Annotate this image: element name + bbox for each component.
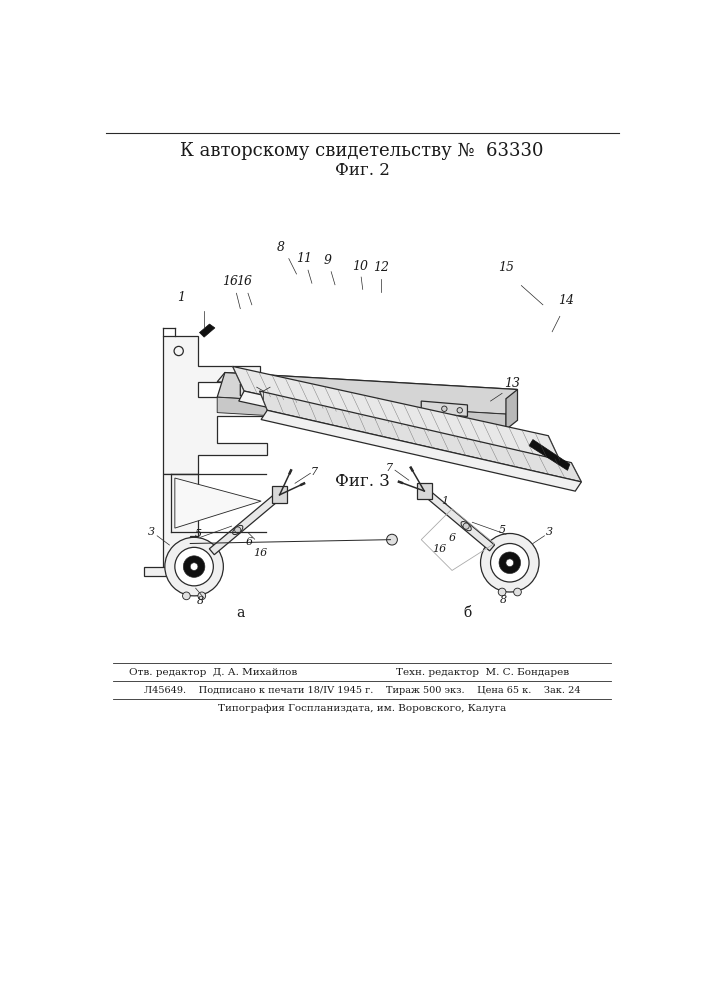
Text: Л45649.    Подписано к печати 18/IV 1945 г.    Тираж 500 экз.    Цена 65 к.    З: Л45649. Подписано к печати 18/IV 1945 г.… — [144, 686, 580, 695]
Polygon shape — [259, 391, 581, 482]
Polygon shape — [240, 384, 279, 397]
Circle shape — [272, 396, 278, 401]
Text: Отв. редактор  Д. А. Михайлов: Отв. редактор Д. А. Михайлов — [129, 668, 298, 677]
Text: 12: 12 — [373, 261, 389, 274]
Text: 6: 6 — [449, 533, 456, 543]
Polygon shape — [425, 491, 495, 551]
Text: 8: 8 — [277, 241, 285, 254]
Text: К авторскому свидетельству №  63330: К авторскому свидетельству № 63330 — [180, 142, 544, 160]
Text: 1: 1 — [440, 496, 448, 506]
Circle shape — [183, 556, 205, 577]
Text: 7: 7 — [310, 467, 318, 477]
Text: 8: 8 — [500, 595, 507, 605]
Polygon shape — [217, 397, 506, 430]
Polygon shape — [217, 373, 518, 399]
Text: 14: 14 — [558, 294, 574, 307]
Circle shape — [499, 552, 520, 574]
Polygon shape — [529, 440, 570, 470]
Text: 16: 16 — [236, 275, 252, 288]
Polygon shape — [209, 494, 279, 555]
Text: 3: 3 — [148, 527, 156, 537]
Circle shape — [387, 534, 397, 545]
Text: Техн. редактор  М. С. Бондарев: Техн. редактор М. С. Бондарев — [397, 668, 569, 677]
Text: 7: 7 — [386, 463, 393, 473]
Circle shape — [257, 385, 269, 397]
Circle shape — [242, 395, 247, 400]
Circle shape — [498, 588, 506, 596]
Ellipse shape — [461, 522, 472, 531]
Text: 6: 6 — [246, 537, 253, 547]
Circle shape — [175, 547, 214, 586]
Text: 1: 1 — [177, 291, 185, 304]
Text: б: б — [463, 606, 472, 620]
Circle shape — [198, 592, 206, 600]
Text: 16: 16 — [432, 544, 446, 554]
Text: 13: 13 — [504, 377, 520, 390]
Polygon shape — [217, 373, 518, 414]
Text: 16: 16 — [222, 275, 238, 288]
Polygon shape — [416, 483, 432, 499]
Polygon shape — [261, 410, 581, 491]
Circle shape — [457, 408, 462, 413]
Text: 9: 9 — [323, 254, 332, 267]
Circle shape — [442, 406, 447, 411]
Polygon shape — [199, 324, 215, 337]
Polygon shape — [239, 391, 560, 470]
Text: 8: 8 — [197, 596, 204, 606]
Polygon shape — [313, 396, 344, 406]
Text: 3: 3 — [547, 527, 554, 537]
Text: Фиг. 3: Фиг. 3 — [334, 473, 390, 490]
Circle shape — [165, 537, 223, 596]
Circle shape — [252, 380, 274, 402]
Text: а: а — [236, 606, 245, 620]
Circle shape — [182, 592, 190, 600]
Polygon shape — [506, 389, 518, 430]
Polygon shape — [144, 567, 190, 576]
Circle shape — [481, 533, 539, 592]
Text: 10: 10 — [351, 260, 368, 273]
Polygon shape — [421, 401, 467, 416]
Text: 15: 15 — [498, 261, 514, 274]
Polygon shape — [233, 366, 560, 460]
Circle shape — [506, 559, 514, 567]
Circle shape — [235, 527, 241, 533]
Text: 16: 16 — [254, 548, 268, 558]
Circle shape — [491, 544, 529, 582]
Polygon shape — [163, 336, 267, 474]
Polygon shape — [163, 474, 198, 567]
Circle shape — [463, 523, 469, 529]
Circle shape — [514, 588, 521, 596]
Ellipse shape — [233, 525, 243, 535]
Text: 11: 11 — [296, 252, 312, 265]
Text: Фиг. 2: Фиг. 2 — [334, 162, 390, 179]
Text: 5: 5 — [498, 525, 506, 535]
Polygon shape — [272, 486, 287, 503]
Text: Типография Госпланиздата, им. Воровского, Калуга: Типография Госпланиздата, им. Воровского… — [218, 704, 506, 713]
Polygon shape — [175, 478, 261, 528]
Circle shape — [190, 563, 198, 570]
Text: 5: 5 — [194, 529, 201, 539]
